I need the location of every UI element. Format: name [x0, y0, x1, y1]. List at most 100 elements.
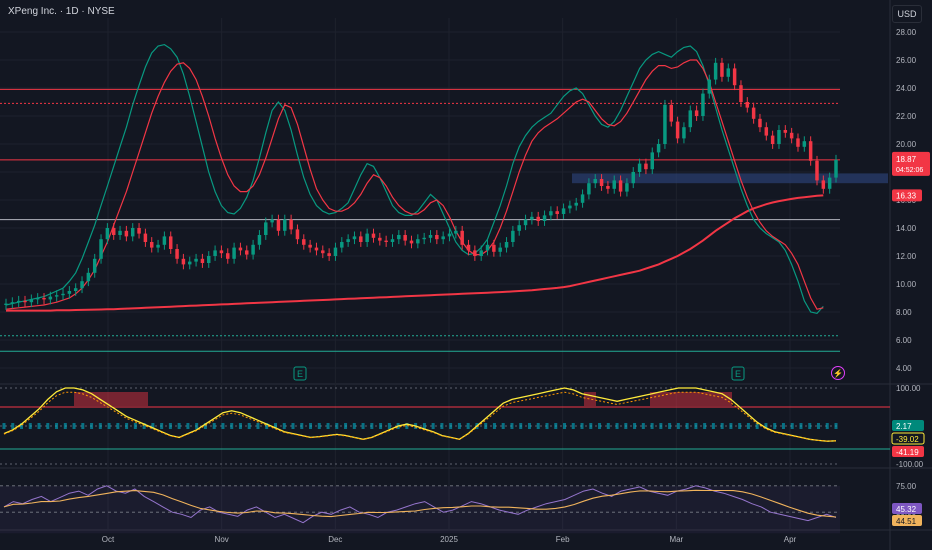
fast-moving-average [5, 43, 824, 315]
candle-body [270, 219, 274, 223]
candle-body [409, 240, 414, 244]
candle-body [536, 216, 540, 221]
candle-body [612, 180, 616, 189]
candle-body [694, 110, 699, 116]
rsi-line [3, 485, 837, 524]
candle-body [504, 242, 509, 248]
x-tick-label: Apr [784, 535, 797, 544]
osc-value-label: -41.19 [896, 448, 919, 457]
candle-body [295, 229, 300, 240]
candle-body [517, 225, 521, 231]
candle-body [283, 219, 287, 231]
candle-body [16, 300, 21, 303]
event-markers: E E ⚡ [293, 366, 845, 381]
candle-body [498, 247, 502, 252]
candle-body [327, 253, 331, 256]
candle-body [397, 235, 401, 240]
x-tick-label: Oct [102, 535, 115, 544]
candle-body [460, 230, 464, 245]
osc-tick-label: -100.00 [896, 460, 924, 469]
candle-body [618, 180, 623, 192]
candle-body [314, 247, 319, 251]
y-tick-label: 26.00 [896, 56, 917, 65]
candle-body [739, 85, 743, 102]
candle-body [599, 179, 604, 186]
candle-body [264, 222, 268, 235]
overbought-block [650, 392, 732, 406]
candle-body [200, 258, 205, 263]
candle-body [637, 163, 642, 172]
candle-body [631, 172, 635, 184]
x-tick-label: Dec [328, 535, 342, 544]
candle-body [207, 256, 211, 263]
x-tick-label: Mar [669, 535, 683, 544]
candle-body [105, 228, 110, 240]
candle-body [593, 179, 597, 184]
candle-body [99, 239, 103, 259]
candle-body [257, 235, 262, 245]
y-tick-label: 6.00 [896, 336, 912, 345]
candle-body [130, 228, 135, 237]
candle-body [213, 250, 217, 256]
candle-body [346, 239, 350, 242]
candle-body [815, 160, 819, 181]
candle-body [321, 250, 325, 254]
rsi-ma-line [3, 489, 837, 518]
rsi-tick-label: 75.00 [896, 482, 917, 491]
candle-body [48, 296, 53, 300]
candle-body [10, 302, 15, 304]
osc-tick-label: 100.00 [896, 384, 921, 393]
candle-body [492, 244, 496, 252]
last-price-label: 18.87 [896, 155, 917, 164]
rsi-value-box [892, 503, 922, 514]
candle-body [251, 244, 255, 255]
candle-body [23, 300, 27, 303]
candle-body [707, 79, 712, 94]
y-tick-label: 4.00 [896, 364, 912, 373]
candle-body [644, 163, 648, 170]
currency-button[interactable]: USD [892, 5, 922, 23]
candle-body [650, 152, 655, 170]
candle-body [561, 208, 566, 214]
candle-body [454, 230, 458, 234]
oscillator-pane: 100.00 -100.00 2.17 -39.02 -41.19 [0, 384, 925, 469]
candle-body [422, 237, 426, 240]
candle-body [4, 303, 8, 305]
chart-title: XPeng Inc. · 1D · NYSE [8, 6, 115, 17]
candle-body [701, 93, 705, 116]
candle-body [789, 132, 794, 139]
candle-body [447, 233, 452, 237]
time-axis: Oct Nov Dec 2025 Feb Mar Apr [102, 535, 797, 544]
rsi-value-label: 44.51 [896, 517, 917, 526]
candle-body [511, 230, 515, 242]
candle-body [663, 104, 667, 144]
candle-body [232, 247, 236, 259]
candle-body [479, 250, 483, 256]
lightning-icon [831, 366, 845, 380]
candle-body [688, 110, 693, 128]
candle-body [682, 127, 686, 139]
candle-body [390, 239, 395, 242]
ma-price-label: 16.33 [896, 191, 917, 200]
price-labels: 18.87 04:52:06 16.33 [892, 151, 930, 202]
candle-body [523, 219, 528, 226]
candle-body [827, 177, 832, 189]
candle-body [587, 183, 591, 195]
rsi-band [0, 485, 840, 534]
candle-body [834, 159, 838, 178]
y-tick-label: 20.00 [896, 140, 917, 149]
osc-signal-line [3, 391, 837, 442]
candle-body [226, 253, 230, 259]
candle-body [118, 230, 122, 235]
osc-value-label: -39.02 [896, 435, 919, 444]
candle-body [289, 219, 293, 230]
candle-body [574, 202, 578, 206]
candle-body [111, 228, 116, 235]
candle-body [194, 258, 198, 262]
osc-value-box [891, 432, 925, 445]
slow-moving-average [5, 59, 824, 310]
candles [4, 57, 838, 310]
candle-body [568, 205, 572, 209]
candle-body [485, 244, 490, 251]
